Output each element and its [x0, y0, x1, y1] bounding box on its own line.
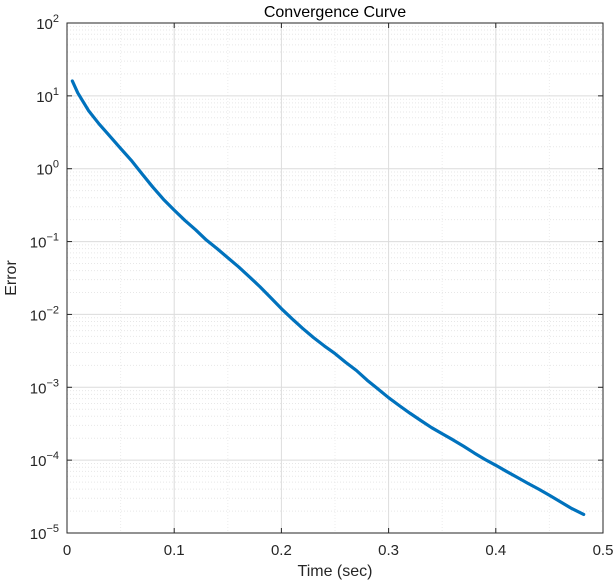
y-tick-label: 10−3 [30, 377, 59, 397]
x-tick-label: 0.3 [378, 542, 399, 559]
y-tick-label: 10−1 [30, 232, 59, 252]
convergence-series-line [70, 79, 586, 516]
x-tick-label: 0.4 [485, 542, 506, 559]
x-axis-label: Time (sec) [298, 563, 373, 580]
labels-layer: 0 0.1 0.2 0.3 0.4 0.5 10−5 10−4 10−3 10−2 10−1 100 1… [30, 13, 614, 559]
ticks-layer [66, 22, 604, 534]
y-tick-label: 101 [36, 86, 59, 106]
y-tick-label: 100 [36, 159, 59, 179]
x-tick-label: 0.1 [164, 542, 185, 559]
y-axis-label: Error [3, 260, 20, 296]
y-tick-label: 10−2 [30, 304, 59, 324]
y-tick-label: 10−5 [30, 523, 59, 543]
x-tick-label: 0.5 [593, 542, 614, 559]
x-tick-label: 0 [63, 542, 71, 559]
grid-layer [67, 23, 603, 533]
chart-title: Convergence Curve [264, 4, 406, 21]
y-tick-label: 10−4 [30, 450, 59, 470]
plot-frame [66, 22, 604, 534]
x-tick-label: 0.2 [271, 542, 292, 559]
y-tick-label: 102 [36, 13, 59, 33]
